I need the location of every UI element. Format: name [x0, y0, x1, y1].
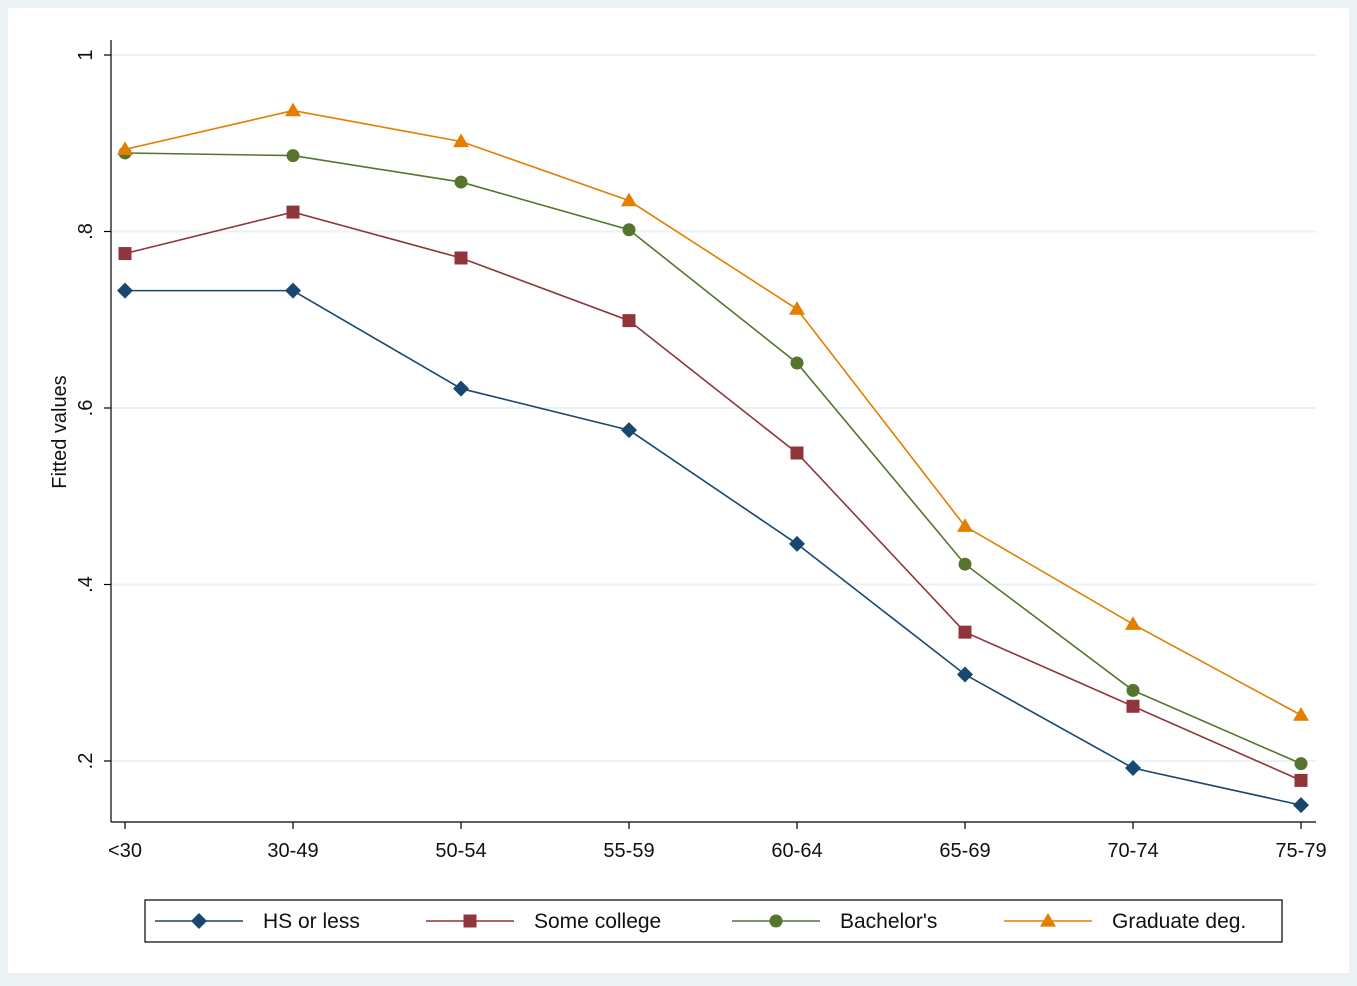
data-point	[1125, 616, 1141, 630]
y-tick-label: .6	[75, 400, 97, 417]
data-point	[454, 251, 468, 265]
legend-swatch-marker	[191, 913, 207, 929]
data-point	[957, 518, 973, 532]
series-line	[124, 211, 1302, 782]
data-point	[621, 422, 637, 439]
data-point	[1126, 683, 1140, 697]
x-tick-label: 60-64	[771, 840, 822, 862]
legend-swatch-marker	[1040, 913, 1056, 927]
data-point	[453, 133, 469, 148]
data-point	[622, 314, 636, 328]
series-line	[125, 289, 1302, 806]
series-hs-or-less	[117, 282, 1309, 814]
data-point	[285, 102, 301, 117]
legend-swatch-marker	[463, 914, 477, 928]
data-point	[453, 380, 469, 397]
data-point	[958, 557, 972, 571]
data-point	[117, 282, 133, 299]
data-point	[789, 535, 805, 552]
series-lines	[117, 102, 1309, 814]
data-point	[790, 356, 804, 370]
series-line	[124, 152, 1302, 765]
legend-label: HS or less	[263, 910, 360, 933]
data-point	[957, 666, 973, 683]
y-tick-label: .2	[75, 753, 97, 770]
x-tick-label: 70-74	[1107, 840, 1158, 862]
y-axis-label: Fitted values	[49, 375, 71, 488]
plot-area	[111, 40, 1316, 822]
y-tick-label: .4	[75, 576, 97, 593]
series-bachelor-s	[118, 146, 1308, 771]
y-tick-label: 1	[75, 49, 97, 60]
data-point	[621, 192, 637, 207]
data-point	[1126, 699, 1140, 713]
x-tick-label: 55-59	[603, 840, 654, 862]
data-point	[286, 149, 300, 163]
y-tick-label: .8	[75, 223, 97, 240]
data-point	[1125, 760, 1141, 777]
x-tick-label: 50-54	[435, 840, 486, 862]
x-tick-label: 65-69	[939, 840, 990, 862]
data-point	[1293, 707, 1309, 721]
data-point	[286, 205, 300, 219]
axes: .2 .4 .6 .8 1 <30 30-49 50-54 55-59 60-64 65-69 70-…	[75, 40, 1327, 862]
legend-swatch-marker	[769, 914, 783, 928]
legend-label: Bachelor's	[840, 910, 937, 933]
data-point	[1294, 757, 1308, 771]
x-tick-label: 30-49	[267, 840, 318, 862]
x-tick-label: <30	[108, 840, 142, 862]
series-graduate-deg	[117, 102, 1309, 721]
legend-label: Some college	[534, 910, 661, 933]
data-point	[622, 223, 636, 237]
data-point	[790, 446, 804, 460]
x-tick-label: 75-79	[1275, 840, 1326, 862]
series-line	[124, 109, 1302, 716]
data-point	[117, 141, 133, 156]
data-point	[958, 625, 972, 639]
data-point	[1294, 773, 1308, 787]
data-point	[1293, 797, 1309, 814]
legend-box	[144, 899, 1283, 943]
data-point	[285, 282, 301, 299]
data-point	[789, 301, 805, 315]
data-point	[118, 247, 132, 261]
series-some-college	[118, 205, 1308, 787]
legend: HS or less Some college Bachelor's Graduate…	[144, 899, 1283, 943]
gridlines	[111, 40, 1316, 822]
data-point	[454, 175, 468, 189]
legend-label: Graduate deg.	[1112, 910, 1246, 933]
